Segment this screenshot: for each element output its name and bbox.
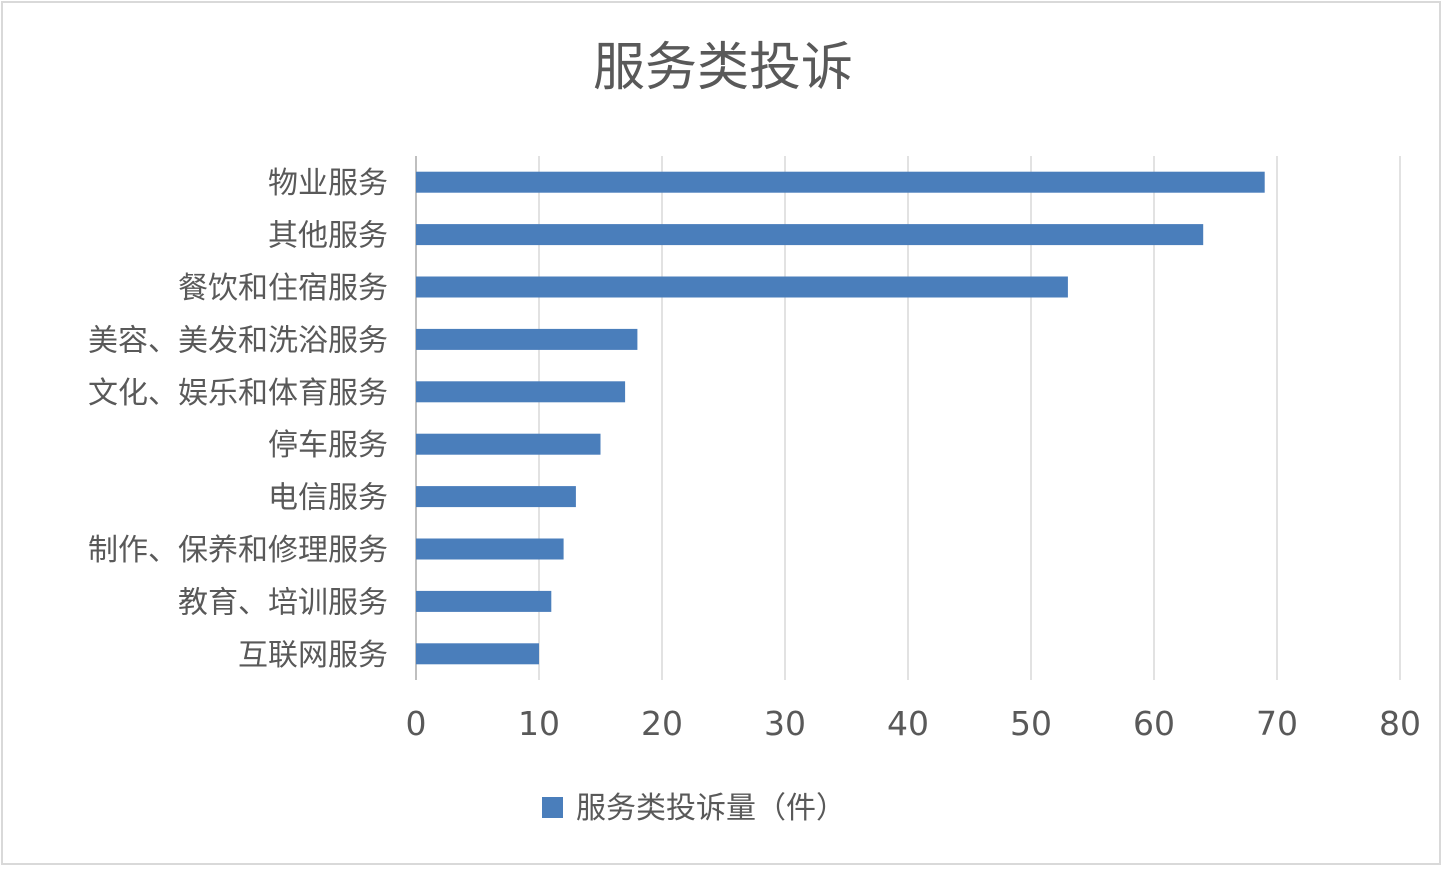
x-tick-label: 80: [1379, 704, 1421, 743]
category-label: 物业服务: [268, 166, 388, 201]
bar: [416, 538, 564, 560]
bar: [416, 276, 1068, 298]
category-label: 美容、美发和洗浴服务: [88, 323, 388, 358]
bar: [416, 486, 576, 508]
bar: [416, 171, 1265, 193]
category-label: 停车服务: [268, 428, 388, 463]
bar: [416, 433, 601, 455]
x-tick-label: 70: [1256, 704, 1298, 743]
category-label: 电信服务: [268, 481, 388, 516]
bars: [416, 171, 1265, 665]
category-label: 教育、培训服务: [178, 585, 388, 620]
x-tick-label: 0: [406, 704, 427, 743]
x-tick-label: 50: [1010, 704, 1052, 743]
category-label: 其他服务: [268, 219, 388, 254]
x-tick-label: 30: [764, 704, 806, 743]
bar: [416, 590, 552, 612]
bar: [416, 381, 626, 403]
legend-label: 服务类投诉量（件）: [576, 791, 846, 826]
bar: [416, 643, 539, 665]
legend: 服务类投诉量（件）: [542, 791, 846, 826]
x-tick-label: 60: [1133, 704, 1175, 743]
legend-swatch: [542, 797, 563, 818]
x-axis-tick-labels: 0 10 20 30 40 50 60 70 80: [406, 704, 1422, 743]
category-label: 文化、娱乐和体育服务: [88, 376, 388, 411]
category-label: 制作、保养和修理服务: [88, 533, 388, 568]
x-tick-label: 10: [518, 704, 560, 743]
chart-title: 服务类投诉: [593, 38, 853, 98]
x-tick-label: 40: [887, 704, 929, 743]
category-labels: 物业服务其他服务餐饮和住宿服务美容、美发和洗浴服务文化、娱乐和体育服务停车服务电…: [88, 166, 388, 673]
category-label: 餐饮和住宿服务: [178, 271, 388, 306]
bar: [416, 328, 638, 350]
category-label: 互联网服务: [238, 638, 388, 673]
x-tick-label: 20: [641, 704, 683, 743]
bar: [416, 224, 1204, 246]
